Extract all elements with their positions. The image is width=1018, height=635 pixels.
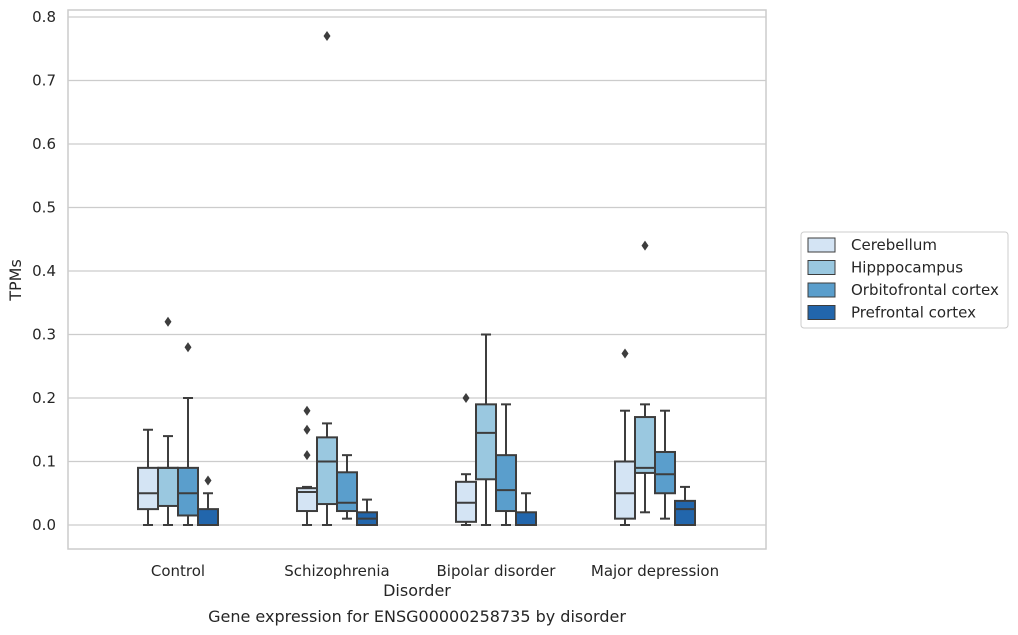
legend-entry-label: Cerebellum [851, 236, 937, 254]
legend-entry-label: Prefrontal cortex [851, 304, 976, 322]
box [674, 499, 696, 526]
plot-frame [67, 9, 767, 550]
box [654, 450, 676, 495]
y-tick-label: 0.6 [32, 135, 56, 153]
y-tick-label: 0.3 [32, 326, 56, 344]
x-tick-label: Major depression [591, 562, 719, 580]
box-group [634, 240, 656, 514]
box [177, 466, 199, 517]
box [157, 466, 179, 507]
box-group [356, 498, 378, 526]
box-group [674, 485, 696, 526]
gridlines [68, 16, 766, 526]
outlier-point [303, 450, 311, 461]
x-tick-labels: Control Schizophrenia Bipolar disorder Majo… [151, 562, 719, 580]
box-group [296, 405, 318, 526]
chart-caption: Gene expression for ENSG00000258735 by d… [208, 607, 626, 626]
legend-entry-label: Orbitofrontal cortex [851, 281, 999, 299]
outlier-point [204, 475, 212, 486]
box-group [316, 31, 338, 526]
x-tick-label: Schizophrenia [284, 562, 389, 580]
x-axis-label: Disorder [383, 581, 451, 600]
box-group [475, 333, 497, 526]
legend-swatch [807, 237, 836, 253]
box [336, 471, 358, 513]
legend-swatch [807, 305, 836, 320]
box [614, 460, 636, 520]
box-group [177, 342, 199, 526]
box-group [157, 316, 179, 526]
y-tick-label: 0.7 [32, 72, 56, 90]
legend: Cerebellum Hipppocampus Orbitofrontal cort… [800, 231, 1009, 329]
y-tick-label: 0.0 [32, 516, 56, 534]
boxes [137, 31, 696, 526]
box-group [515, 492, 537, 526]
y-axis-label: TPMs [6, 259, 25, 302]
outlier-point [303, 405, 311, 416]
x-tick-label: Bipolar disorder [437, 562, 557, 580]
outlier-point [303, 424, 311, 435]
y-tick-label: 0.4 [32, 262, 56, 280]
box-group [495, 403, 517, 526]
box-group [137, 428, 159, 526]
box [137, 466, 159, 511]
x-tick-label: Control [151, 562, 205, 580]
y-tick-labels: 0.0 0.1 0.2 0.3 0.4 0.5 0.6 0.7 0.8 [32, 8, 56, 534]
box-group [614, 348, 636, 526]
outlier-point [164, 316, 172, 327]
box-group [336, 454, 358, 520]
outlier-point [323, 31, 331, 42]
y-tick-label: 0.5 [32, 199, 56, 217]
y-tick-label: 0.2 [32, 389, 56, 407]
box [475, 403, 497, 481]
legend-frame [800, 231, 1009, 329]
outlier-point [462, 393, 470, 403]
box [495, 454, 517, 513]
outlier-point [184, 342, 192, 353]
legend-swatch [807, 260, 836, 275]
outlier-point [621, 348, 629, 359]
y-tick-label: 0.1 [32, 453, 56, 471]
y-tick-label: 0.8 [32, 8, 56, 26]
box-group [455, 393, 477, 526]
box-group [197, 475, 219, 526]
box [634, 416, 656, 474]
box [197, 508, 219, 526]
outlier-point [641, 240, 649, 251]
legend-entry-label: Hipppocampus [851, 259, 963, 277]
box [316, 436, 338, 506]
legend-swatch [807, 282, 836, 298]
box-group [654, 409, 676, 520]
box [515, 511, 537, 526]
